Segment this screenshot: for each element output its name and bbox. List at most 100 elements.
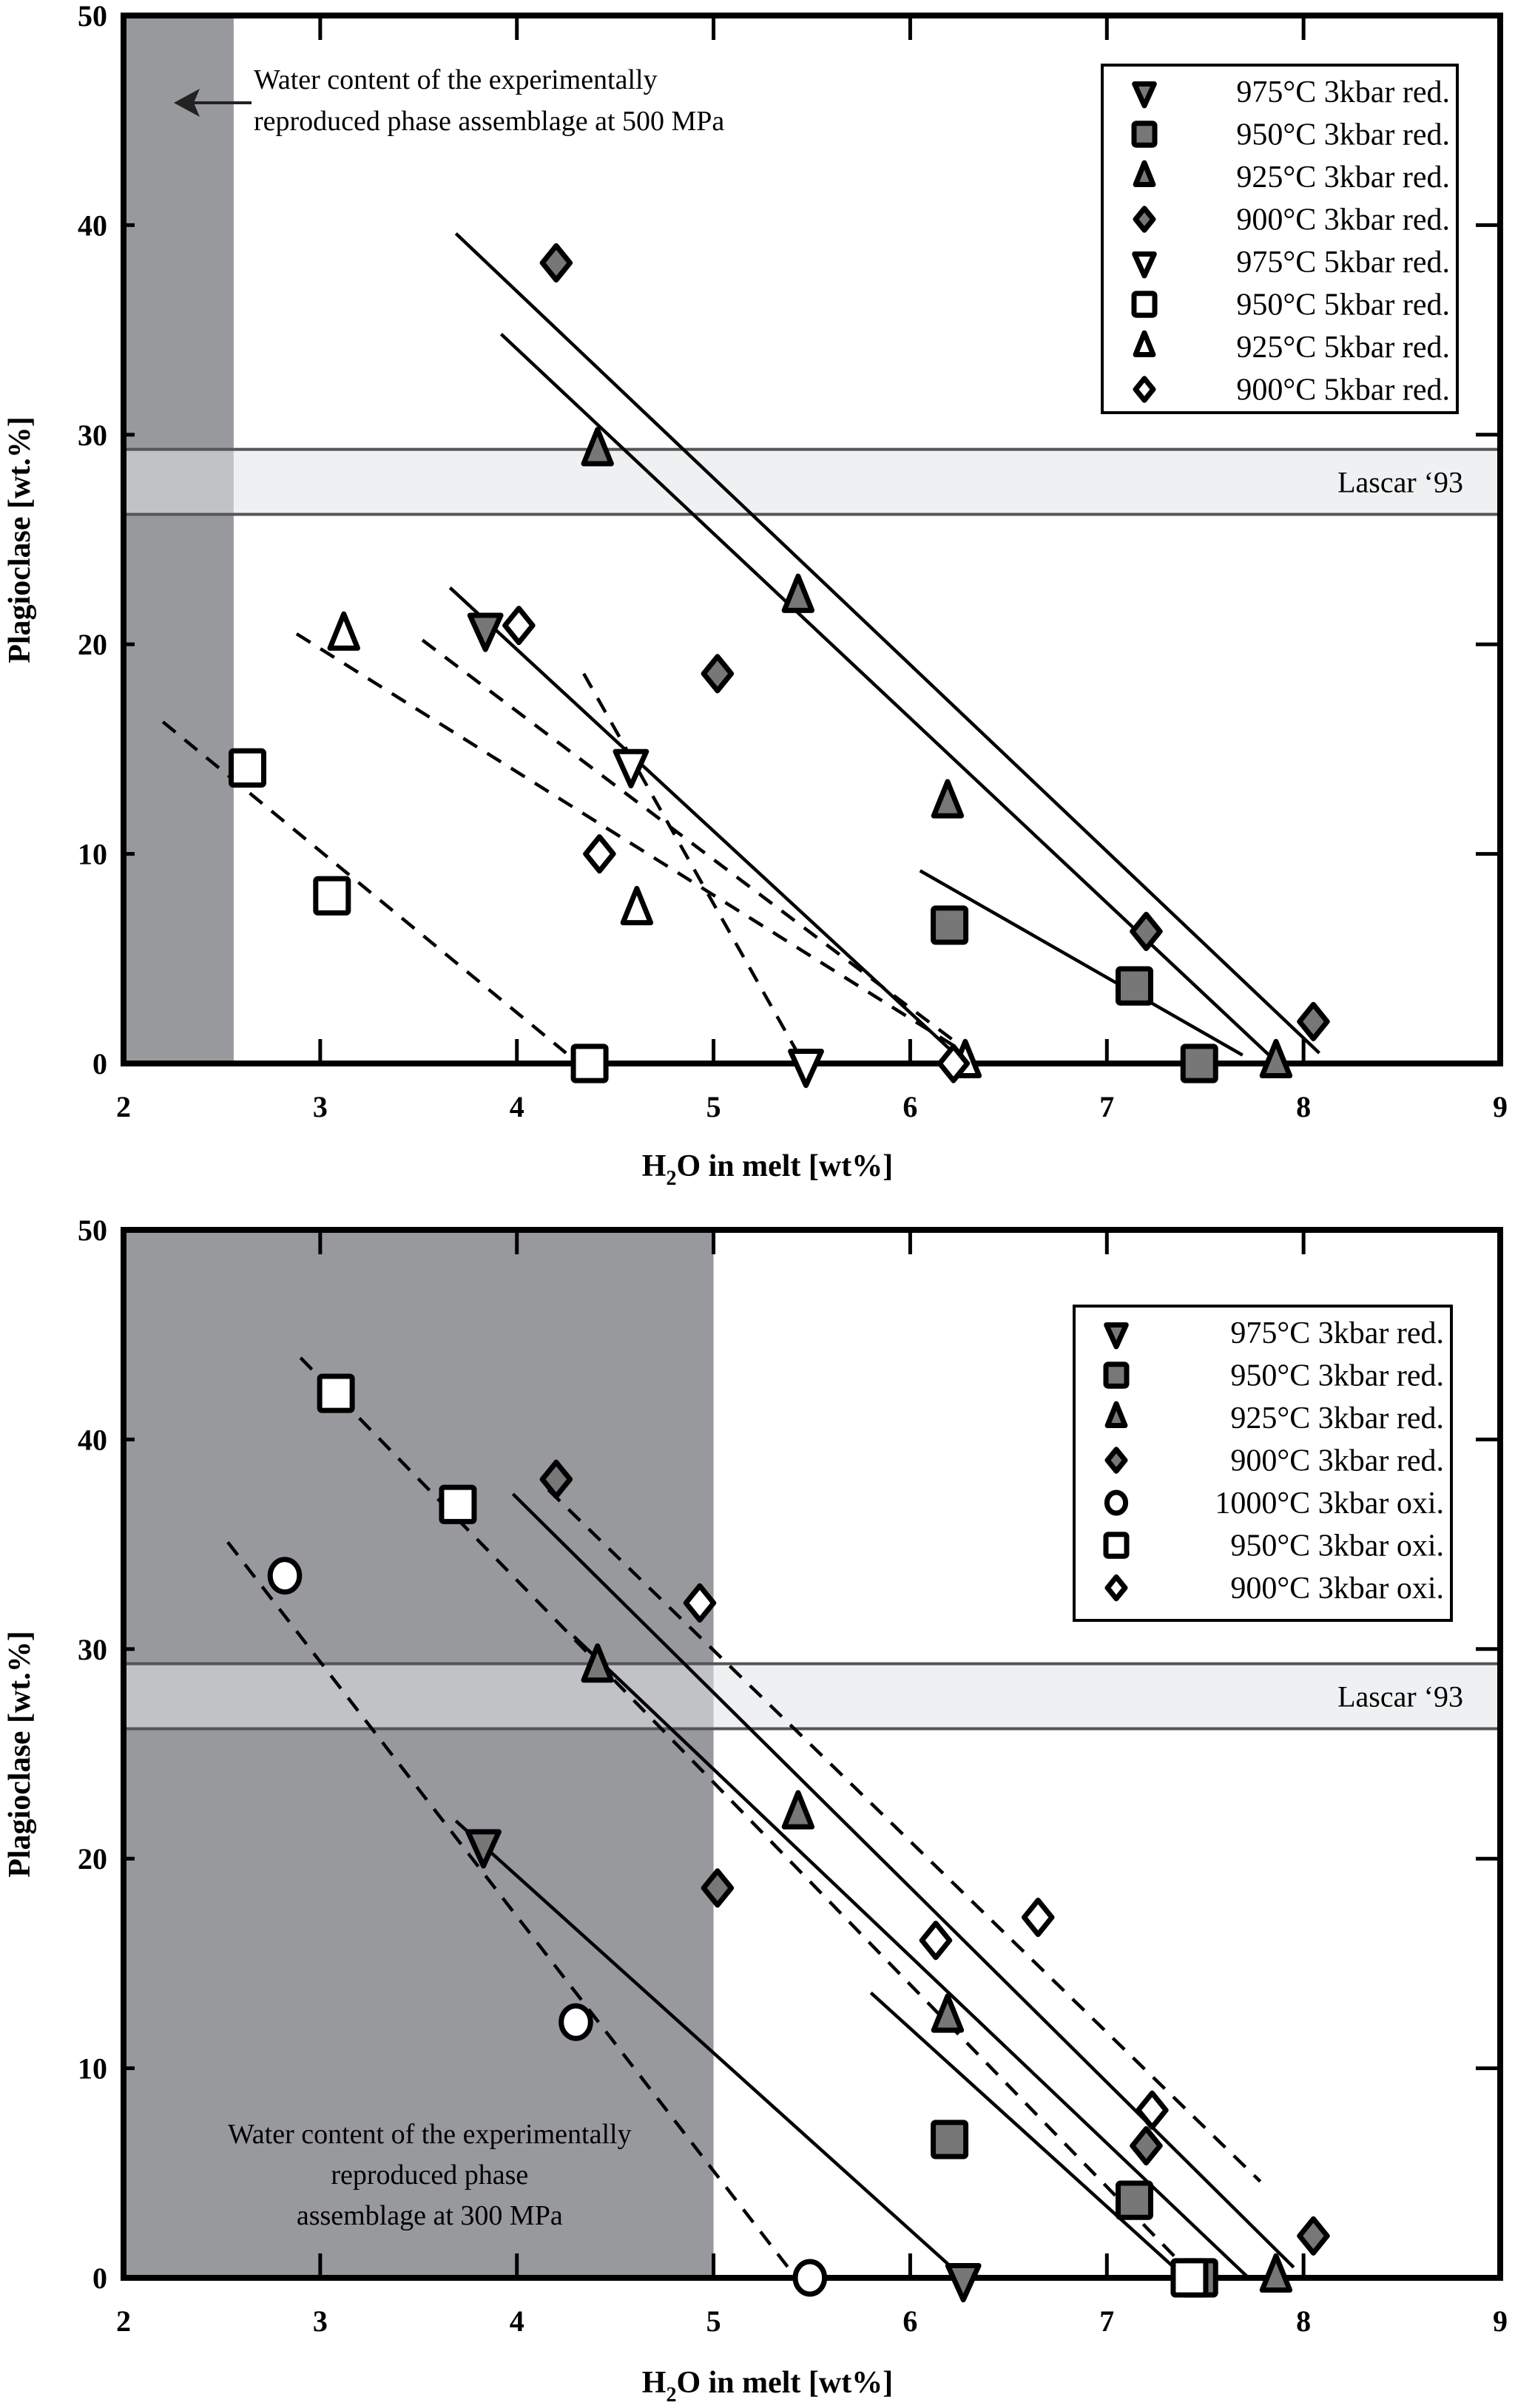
legend-entry-label: 950°C 5kbar red.: [1236, 288, 1450, 322]
water-band-label-line1: Water content of the experimentally: [228, 2119, 632, 2150]
data-point: [559, 2003, 593, 2041]
series-975-c-5kbar-red-: [613, 748, 824, 1089]
water-band-label-line2: reproduced phase: [331, 2160, 528, 2191]
x-tick-label: 8: [1296, 2304, 1311, 2338]
data-point: [1297, 2216, 1330, 2256]
legend-marker: [1104, 1401, 1128, 1428]
legend-marker: [1104, 1574, 1128, 1602]
legend-entry-label: 950°C 3kbar oxi.: [1230, 1529, 1444, 1563]
x-tick-label: 6: [902, 2304, 917, 2338]
legend-entry-label: 900°C 5kbar red.: [1236, 373, 1450, 407]
legend: 975°C 3kbar red. 950°C 3kbar red. 925°C 3k…: [1101, 64, 1459, 414]
trend-line-solid: [448, 586, 967, 1065]
legend-marker: [1103, 1362, 1130, 1389]
trend-line-solid: [869, 1991, 1187, 2279]
trend-line-solid: [499, 333, 1280, 1065]
water-band-label-line3: assemblage at 300 MPa: [297, 2200, 563, 2231]
data-point: [1297, 1001, 1330, 1041]
water-content-band: [124, 16, 234, 1063]
data-point: [228, 748, 266, 788]
x-tick-label: 2: [116, 1090, 131, 1123]
data-point: [581, 427, 614, 467]
data-point: [701, 654, 735, 694]
legend-entry-label: 950°C 3kbar red.: [1230, 1359, 1444, 1393]
y-axis-title: Plagioclase [wt.%]: [3, 1631, 37, 1878]
legend-entry-label: 975°C 3kbar red.: [1236, 75, 1450, 109]
x-axis-title-main: H: [642, 2366, 667, 2400]
data-point: [683, 1583, 717, 1623]
legend-marker: [1104, 1489, 1129, 1516]
data-point: [620, 885, 654, 926]
data-point: [1259, 1038, 1293, 1078]
y-tick-label: 40: [78, 209, 107, 242]
trend-line-solid: [919, 869, 1244, 1057]
trend-line-solid: [511, 1492, 1295, 2269]
x-tick-label: 7: [1099, 1090, 1114, 1123]
x-tick-label: 4: [510, 1090, 524, 1123]
data-point: [570, 1044, 609, 1083]
chart-panel-bottom: Lascar ‘93 Water content of the experimen…: [3, 1214, 1508, 2407]
legend-entry-label: 925°C 5kbar red.: [1236, 331, 1450, 365]
data-point: [327, 611, 360, 651]
x-tick-label: 8: [1296, 1090, 1311, 1123]
x-axis-title-rest: O in melt [wt%]: [676, 2366, 893, 2400]
data-point: [317, 1373, 355, 1413]
legend-entry-label: 925°C 3kbar red.: [1230, 1401, 1444, 1435]
legend-marker: [1133, 206, 1156, 233]
trend-line-dashed: [582, 672, 802, 1058]
series-975-c-3kbar-red-: [467, 612, 504, 652]
y-tick-label: 0: [92, 2262, 107, 2295]
x-tick-label: 7: [1099, 2304, 1114, 2338]
data-point: [792, 2259, 828, 2297]
x-axis-title: H2O in melt [wt%]: [642, 2366, 893, 2407]
y-axis-title: Plagioclase [wt.%]: [3, 416, 37, 663]
data-point: [1180, 1044, 1218, 1083]
y-tick-label: 10: [78, 2052, 107, 2086]
legend-marker: [1104, 1447, 1128, 1474]
data-point: [467, 612, 504, 652]
series-975-c-3kbar-red-: [465, 1829, 982, 2303]
legend-entry-label: 900°C 3kbar red.: [1230, 1444, 1444, 1478]
data-point: [439, 1484, 477, 1524]
data-point: [1130, 911, 1163, 952]
legend-marker: [1133, 330, 1156, 357]
legend-entry-label: 975°C 5kbar red.: [1236, 246, 1450, 280]
trend-line-solid: [454, 1819, 965, 2279]
series-950-c-3kbar-oxi-: [317, 1373, 1209, 2298]
x-tick-label: 3: [313, 2304, 328, 2338]
y-tick-label: 30: [78, 1633, 107, 1666]
data-point: [613, 748, 649, 788]
series-950-c-5kbar-red-: [228, 748, 609, 1083]
legend-entry-label: 900°C 3kbar oxi.: [1230, 1572, 1444, 1606]
x-tick-label: 2: [116, 2304, 131, 2338]
data-point: [313, 876, 351, 916]
data-point: [919, 1921, 953, 1961]
data-point: [945, 2263, 982, 2303]
data-point: [1130, 2125, 1163, 2166]
x-tick-label: 5: [706, 1090, 721, 1123]
series-900-c-5kbar-red-: [502, 606, 971, 1083]
data-point: [583, 834, 616, 874]
data-point: [539, 1459, 573, 1499]
data-point: [502, 606, 536, 646]
y-tick-label: 0: [92, 1047, 107, 1080]
data-point: [701, 1868, 735, 1908]
x-axis-title-main: H: [642, 1149, 667, 1183]
series-900-c-3kbar-oxi-: [683, 1583, 1169, 2130]
data-point: [539, 243, 573, 283]
data-point: [781, 1790, 815, 1830]
x-tick-label: 6: [902, 1090, 917, 1123]
series-925-c-3kbar-red-: [581, 1643, 1293, 2293]
x-axis-title-subscript: 2: [666, 2384, 676, 2407]
x-tick-label: 9: [1493, 1090, 1508, 1123]
legend-entry-label: 925°C 3kbar red.: [1236, 160, 1450, 195]
trend-line-solid: [573, 1635, 1250, 2279]
y-tick-label: 30: [78, 419, 107, 452]
data-point: [931, 2120, 969, 2160]
water-band-label-line2: reproduced phase assemblage at 500 MPa: [254, 106, 724, 137]
data-point: [1022, 1897, 1055, 1938]
legend: 975°C 3kbar red. 950°C 3kbar red. 925°C 3k…: [1073, 1305, 1453, 1622]
legend-marker: [1104, 1322, 1129, 1350]
legend-marker: [1103, 1532, 1130, 1559]
series-900-c-3kbar-red-: [539, 1459, 1330, 2256]
